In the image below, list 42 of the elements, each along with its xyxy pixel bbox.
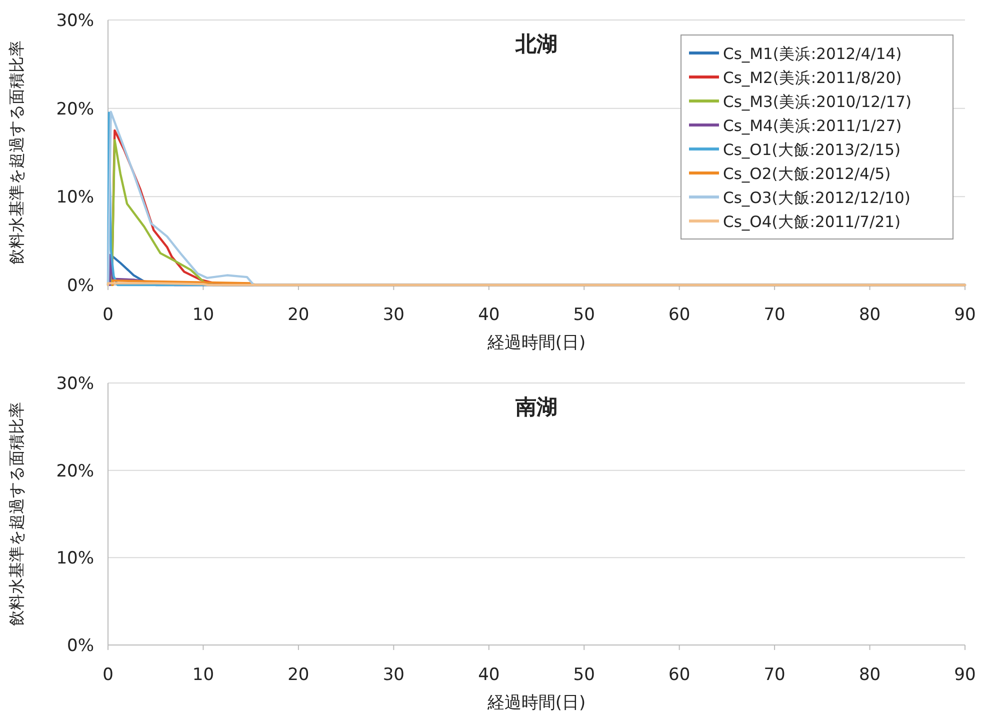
y-tick-label: 20% xyxy=(56,461,94,482)
x-tick-label: 10 xyxy=(192,305,214,325)
x-tick-label: 90 xyxy=(954,305,976,325)
x-tick-label: 0 xyxy=(102,305,114,325)
legend-label: Cs_O4(大飯:2011/7/21) xyxy=(723,213,901,231)
legend-label: Cs_O3(大飯:2012/12/10) xyxy=(723,189,910,207)
x-tick-label: 0 xyxy=(102,665,114,685)
x-tick-label: 60 xyxy=(668,305,690,325)
x-tick-label: 50 xyxy=(573,305,595,325)
y-tick-label: 10% xyxy=(56,548,94,569)
x-tick-label: 20 xyxy=(288,665,310,685)
legend-label: Cs_M2(美浜:2011/8/20) xyxy=(723,69,902,87)
legend-label: Cs_O1(大飯:2013/2/15) xyxy=(723,141,901,159)
legend-label: Cs_M3(美浜:2010/12/17) xyxy=(723,93,912,111)
x-tick-label: 90 xyxy=(954,665,976,685)
y-axis-title: 飲料水基準を超過する面積比率 xyxy=(7,40,26,264)
y-tick-label: 30% xyxy=(56,11,94,31)
text: 北湖 xyxy=(514,32,558,56)
y-tick-label: 0% xyxy=(67,636,94,656)
y-tick-label: 20% xyxy=(56,99,94,120)
x-tick-label: 10 xyxy=(192,665,214,685)
x-tick-label: 30 xyxy=(382,305,404,325)
y-axis-title: 飲料水基準を超過する面積比率 xyxy=(7,402,26,626)
x-tick-label: 60 xyxy=(668,665,690,685)
x-tick-label: 50 xyxy=(573,665,595,685)
x-tick-label: 40 xyxy=(478,665,500,685)
x-axis-title: 経過時間(日) xyxy=(486,333,586,353)
x-tick-label: 80 xyxy=(858,305,881,325)
x-axis-title: 経過時間(日) xyxy=(486,693,586,713)
x-tick-label: 20 xyxy=(288,305,310,325)
x-tick-label: 70 xyxy=(764,665,786,685)
x-tick-label: 40 xyxy=(478,305,500,325)
legend-label: Cs_M1(美浜:2012/4/14) xyxy=(723,45,902,63)
legend-label: Cs_M4(美浜:2011/1/27) xyxy=(723,117,902,135)
text: 南湖 xyxy=(514,395,558,419)
y-tick-label: 0% xyxy=(67,276,94,296)
y-tick-label: 30% xyxy=(56,374,94,394)
x-tick-label: 70 xyxy=(764,305,786,325)
y-tick-label: 10% xyxy=(56,188,94,208)
x-tick-label: 80 xyxy=(858,665,881,685)
legend-label: Cs_O2(大飯:2012/4/5) xyxy=(723,165,891,183)
x-tick-label: 30 xyxy=(382,665,404,685)
